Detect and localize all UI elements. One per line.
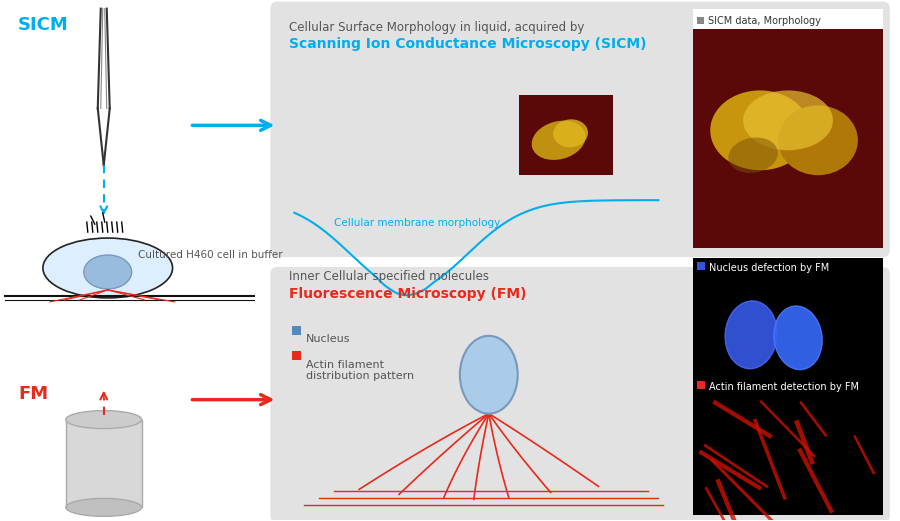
Text: Actin filament detection by FM: Actin filament detection by FM bbox=[709, 382, 860, 392]
Text: Inner Cellular specified molecules: Inner Cellular specified molecules bbox=[289, 270, 490, 283]
Ellipse shape bbox=[66, 411, 141, 429]
Bar bbox=[292, 326, 302, 335]
Bar bbox=[693, 10, 883, 248]
Ellipse shape bbox=[725, 301, 777, 369]
Text: Cellular Surface Morphology in liquid, acquired by: Cellular Surface Morphology in liquid, a… bbox=[289, 21, 585, 33]
Text: SICM data, Morphology: SICM data, Morphology bbox=[708, 16, 821, 26]
Text: Actin filament
distribution pattern: Actin filament distribution pattern bbox=[306, 360, 414, 381]
Ellipse shape bbox=[728, 138, 778, 173]
Bar bbox=[66, 419, 141, 507]
Ellipse shape bbox=[43, 238, 173, 298]
Ellipse shape bbox=[778, 105, 858, 175]
Text: FM: FM bbox=[18, 384, 48, 403]
Ellipse shape bbox=[66, 499, 141, 516]
Bar bbox=[693, 9, 883, 29]
FancyBboxPatch shape bbox=[270, 267, 890, 521]
Text: Nucleus: Nucleus bbox=[306, 334, 351, 344]
Text: Cultured H460 cell in buffer: Cultured H460 cell in buffer bbox=[138, 250, 283, 260]
Text: Cellular membrane morphology: Cellular membrane morphology bbox=[334, 218, 500, 228]
Bar bbox=[698, 17, 705, 23]
Ellipse shape bbox=[554, 119, 588, 147]
Text: Fluorescence Microscopy (FM): Fluorescence Microscopy (FM) bbox=[289, 287, 526, 301]
Ellipse shape bbox=[460, 336, 518, 414]
Text: SICM: SICM bbox=[18, 16, 68, 34]
Bar bbox=[693, 377, 883, 395]
Ellipse shape bbox=[532, 121, 586, 160]
Bar bbox=[518, 95, 614, 175]
Bar bbox=[698, 262, 706, 270]
Bar bbox=[292, 351, 302, 360]
Bar bbox=[693, 258, 883, 276]
Ellipse shape bbox=[774, 306, 822, 369]
Text: Scanning Ion Conductance Microscopy (SICM): Scanning Ion Conductance Microscopy (SIC… bbox=[289, 36, 647, 51]
Bar bbox=[693, 272, 883, 384]
Bar bbox=[693, 388, 883, 515]
Text: Nucleus defection by FM: Nucleus defection by FM bbox=[709, 263, 830, 273]
Ellipse shape bbox=[84, 255, 131, 289]
FancyBboxPatch shape bbox=[270, 2, 890, 257]
Bar bbox=[698, 381, 706, 389]
Ellipse shape bbox=[710, 91, 810, 170]
Ellipse shape bbox=[743, 91, 832, 150]
